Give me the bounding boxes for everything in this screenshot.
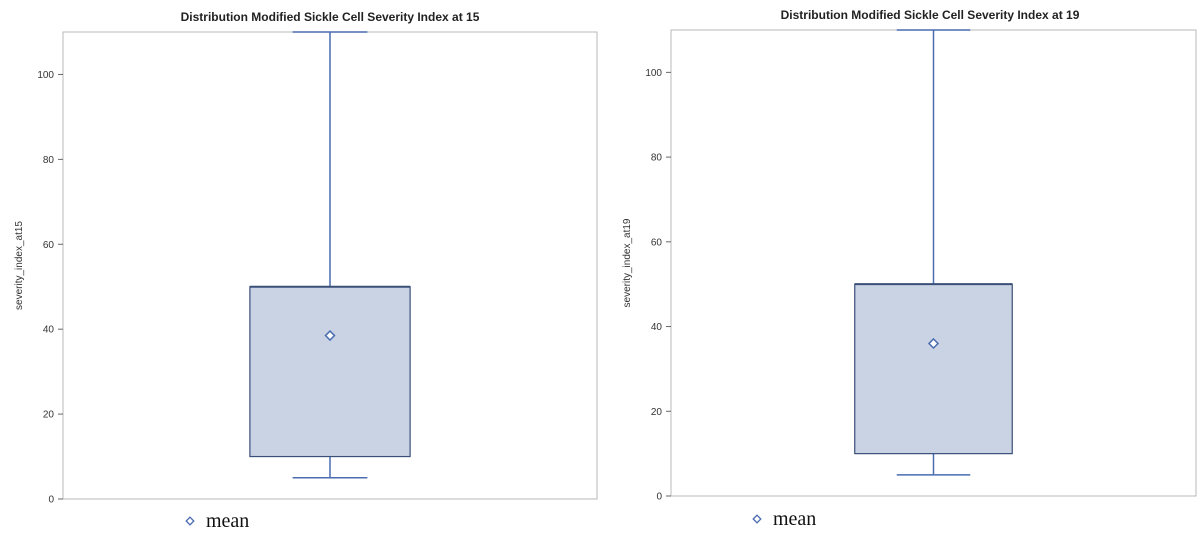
boxplot-chart-at15: Distribution Modified Sickle Cell Severi… (14, 10, 598, 532)
y-tick-label: 80 (43, 155, 55, 166)
iqr-box (249, 286, 411, 458)
y-tick-label: 0 (48, 495, 54, 506)
y-tick-label: 0 (656, 492, 662, 503)
y-tick-label: 100 (37, 70, 54, 81)
chart-title: Distribution Modified Sickle Cell Severi… (781, 8, 1080, 22)
chart-title: Distribution Modified Sickle Cell Severi… (181, 10, 480, 24)
boxplot-chart-at19: Distribution Modified Sickle Cell Severi… (622, 8, 1197, 530)
chart-panel-right: Distribution Modified Sickle Cell Severi… (600, 0, 1199, 537)
legend-label: mean (773, 508, 816, 530)
mean-marker (324, 329, 336, 342)
legend-label: mean (206, 510, 249, 532)
mean-marker (927, 337, 940, 350)
y-tick-label: 100 (645, 68, 662, 79)
legend-diamond-icon (752, 514, 762, 524)
y-tick-label: 80 (651, 153, 663, 164)
y-tick-label: 20 (651, 407, 663, 418)
y-tick-label: 40 (43, 325, 55, 336)
y-tick-label: 20 (43, 410, 55, 421)
y-tick-label: 60 (43, 240, 55, 251)
legend-diamond-icon (185, 516, 195, 526)
iqr-box (854, 283, 1013, 455)
y-tick-label: 60 (651, 237, 663, 248)
y-tick-label: 40 (651, 322, 663, 333)
y-axis-label: severity_index_at19 (622, 218, 633, 307)
y-axis-label: severity_index_at15 (14, 221, 25, 310)
chart-panel-left: Distribution Modified Sickle Cell Severi… (14, 10, 598, 532)
